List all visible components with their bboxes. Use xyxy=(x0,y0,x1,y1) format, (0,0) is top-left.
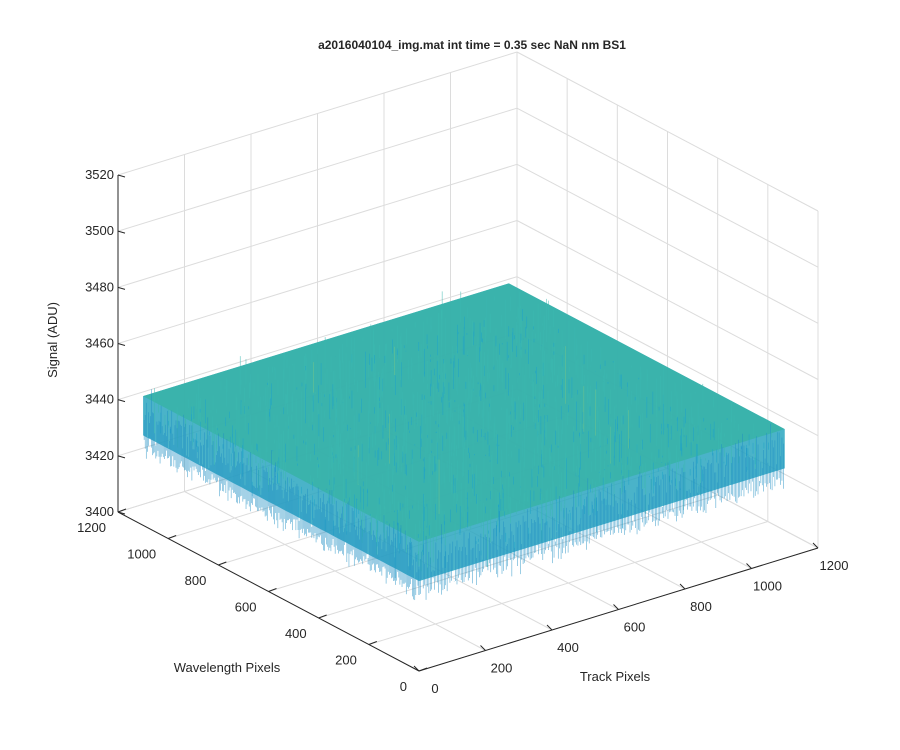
y-tick-label: 800 xyxy=(185,573,207,588)
y-tick xyxy=(368,641,378,645)
x-axis-label: Track Pixels xyxy=(580,669,651,684)
x-tick-label: 800 xyxy=(690,599,712,614)
grid-line xyxy=(117,107,518,232)
surface-plot xyxy=(143,283,785,601)
grid-line xyxy=(117,276,518,401)
z-tick-label: 3520 xyxy=(85,167,114,182)
y-axis-label: Wavelength Pixels xyxy=(174,660,281,675)
grid-line xyxy=(516,107,819,268)
x-tick xyxy=(746,563,752,569)
x-tick-label: 600 xyxy=(624,620,646,635)
z-tick-label: 3400 xyxy=(85,504,114,519)
x-tick-label: 1000 xyxy=(753,579,782,594)
z-tick xyxy=(117,343,126,346)
x-tick xyxy=(613,604,619,610)
x-tick xyxy=(546,624,553,631)
y-tick-label: 600 xyxy=(235,600,257,615)
grid-line xyxy=(516,276,819,437)
grid-line xyxy=(318,494,718,619)
z-tick xyxy=(117,286,126,290)
grid-line xyxy=(368,521,768,645)
z-tick xyxy=(117,399,126,403)
z-tick-label: 3500 xyxy=(85,223,114,238)
y-tick xyxy=(318,614,327,619)
y-tick xyxy=(117,508,127,513)
y-tick xyxy=(418,667,428,672)
y-tick xyxy=(218,561,227,566)
z-tick xyxy=(117,174,126,178)
x-tick xyxy=(413,665,420,672)
z-tick-label: 3480 xyxy=(85,279,114,294)
grid-line xyxy=(117,51,518,176)
z-tick-label: 3460 xyxy=(85,336,114,351)
x-tick xyxy=(679,583,686,590)
z-tick-label: 3420 xyxy=(85,448,114,463)
z-tick xyxy=(117,455,126,459)
surface-top xyxy=(143,283,785,542)
y-tick-label: 200 xyxy=(335,653,357,668)
chart-title: a2016040104_img.mat int time = 0.35 sec … xyxy=(318,38,626,52)
z-axis-label: Signal (ADU) xyxy=(45,302,60,378)
y-tick-label: 1000 xyxy=(127,547,156,562)
z-tick xyxy=(117,511,126,515)
x-tick-label: 1200 xyxy=(820,558,849,573)
grid-line xyxy=(516,220,819,380)
grid-line xyxy=(117,163,518,288)
y-tick-label: 400 xyxy=(285,626,307,641)
x-tick-label: 200 xyxy=(491,661,513,676)
grid-line xyxy=(117,220,518,344)
z-tick-label: 3440 xyxy=(85,392,114,407)
y-tick xyxy=(268,588,277,592)
y-tick-label: 0 xyxy=(400,679,407,694)
x-tick xyxy=(480,645,486,651)
y-tick-label: 1200 xyxy=(77,520,106,535)
x-tick-label: 400 xyxy=(557,640,579,655)
x-tick xyxy=(812,542,819,549)
y-tick xyxy=(167,535,177,539)
z-tick xyxy=(117,230,126,234)
grid-line xyxy=(516,163,819,324)
axes: 0 200 400 600 800 1000 1200 0 200 400 600 800 1000 12… xyxy=(77,167,848,696)
x-tick-label: 0 xyxy=(431,681,438,696)
grid-line xyxy=(516,51,819,212)
